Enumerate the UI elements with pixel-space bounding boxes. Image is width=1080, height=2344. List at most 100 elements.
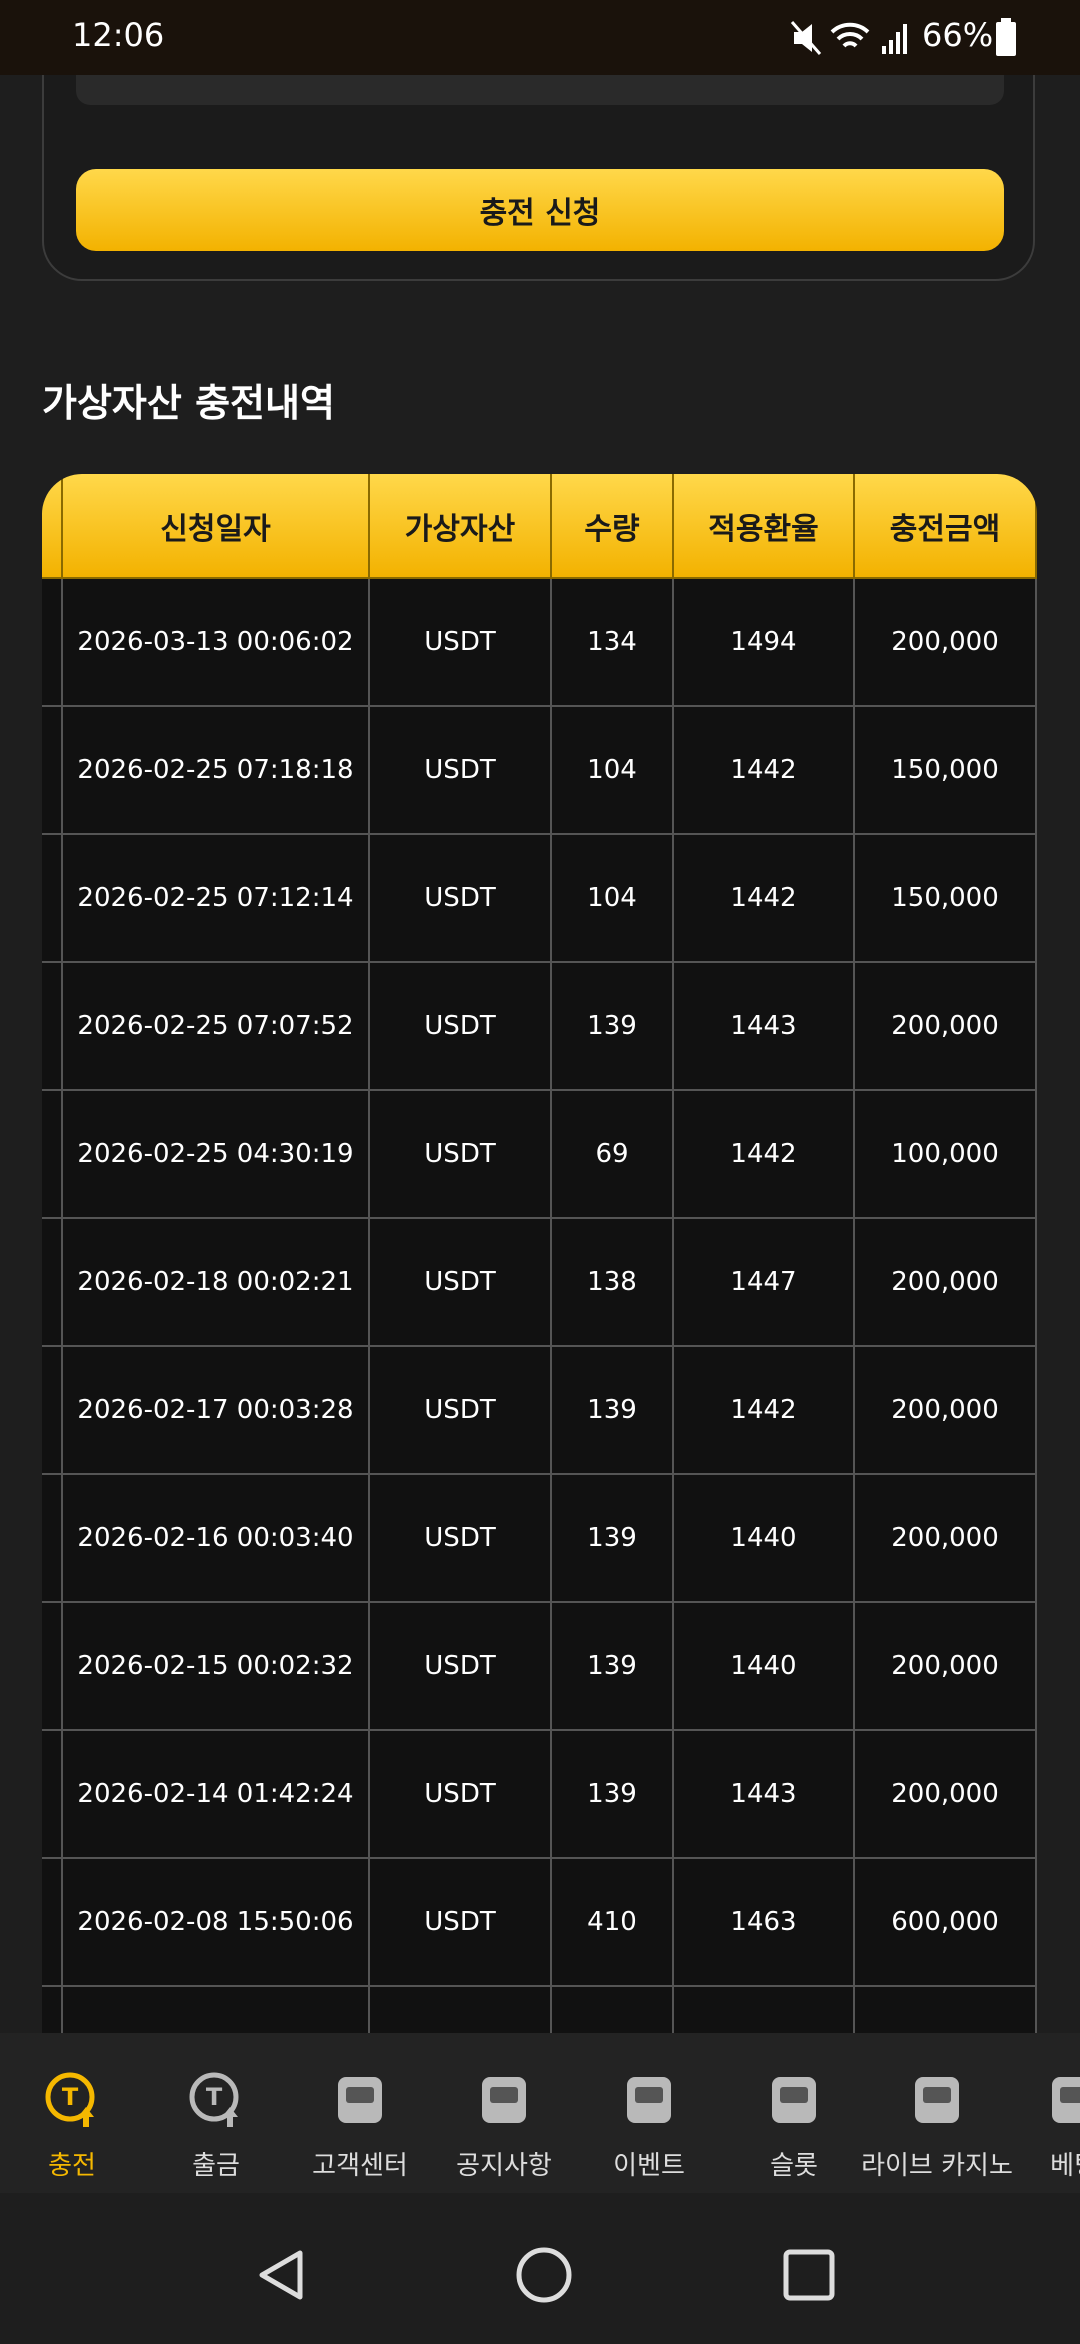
table-cell: 150,000 [855, 835, 1037, 963]
nav-item[interactable]: 이벤트 [574, 2033, 724, 2193]
table-cell: 1463 [674, 1859, 855, 1987]
table-cell: USDT [370, 1603, 552, 1731]
table-cell: 200,000 [855, 963, 1037, 1091]
table-cell: 200,000 [855, 1475, 1037, 1603]
table-row: 2026-02-25 07:18:18 USDT 104 1442 150,000 [42, 707, 1037, 835]
status-icons [790, 21, 907, 55]
nav-icon: T [45, 2072, 95, 2127]
table-cell: 1442 [674, 1091, 855, 1219]
nav-item[interactable]: 라이브 카지노 [861, 2033, 1013, 2193]
nav-label: 라이브 카지노 [861, 2151, 1013, 2181]
nav-label: 베팅 [1050, 2151, 1080, 2181]
nav-icon [1052, 2077, 1080, 2123]
table-cell: 2026-02-08 15:50:06 [63, 1859, 370, 1987]
row-marker [42, 707, 63, 835]
table-cell: 200,000 [855, 1347, 1037, 1475]
battery-icon [996, 18, 1016, 56]
table-cell: USDT [370, 1731, 552, 1859]
table-cell: USDT [370, 707, 552, 835]
table-row: 2026-03-13 00:06:02 USDT 134 1494 200,000 [42, 579, 1037, 707]
back-button[interactable] [259, 2250, 303, 2300]
row-marker [42, 835, 63, 963]
nav-label: 고객센터 [312, 2151, 408, 2181]
submit-button[interactable]: 충전 신청 [76, 169, 1004, 251]
nav-label: 출금 [192, 2151, 240, 2181]
table-cell: 2026-03-13 00:06:02 [63, 579, 370, 707]
row-marker [42, 1347, 63, 1475]
table-cell: 200,000 [855, 1603, 1037, 1731]
nav-icon [627, 2077, 671, 2123]
nav-label: 공지사항 [456, 2151, 552, 2181]
svg-text:T: T [206, 2083, 223, 2111]
table-cell: 200,000 [855, 1219, 1037, 1347]
home-button[interactable] [516, 2247, 572, 2303]
table-cell: USDT [370, 1347, 552, 1475]
row-marker [42, 474, 63, 579]
nav-icon [338, 2077, 382, 2123]
nav-item[interactable]: 슬롯 [719, 2033, 869, 2193]
table-cell: 1443 [674, 1731, 855, 1859]
table-cell [855, 1987, 1037, 2033]
table-cell: 1442 [674, 835, 855, 963]
section-heading: 가상자산 충전내역 [42, 381, 335, 425]
nav-icon [772, 2077, 816, 2123]
row-marker [42, 1475, 63, 1603]
table-cell: 1440 [674, 1603, 855, 1731]
table-cell: 100,000 [855, 1091, 1037, 1219]
table-cell: 1442 [674, 1347, 855, 1475]
table-cell: 2026-02-25 07:12:14 [63, 835, 370, 963]
table-cell: USDT [370, 579, 552, 707]
header-cell: 신청일자 [63, 474, 370, 579]
table-cell: 104 [552, 707, 674, 835]
system-nav [0, 2193, 1080, 2340]
table-cell: 2026-02-15 00:02:32 [63, 1603, 370, 1731]
header-cell: 충전금액 [855, 474, 1037, 579]
table-cell: USDT [370, 1475, 552, 1603]
nav-item[interactable]: T 충전 [0, 2033, 147, 2193]
table-cell: 150,000 [855, 707, 1037, 835]
status-bar: 12:06 66% [0, 0, 1080, 75]
table-cell: 139 [552, 1731, 674, 1859]
table-cell: 2026-02-25 07:18:18 [63, 707, 370, 835]
table-row: 2026-02-25 07:07:52 USDT 139 1443 200,000 [42, 963, 1037, 1091]
nav-item[interactable]: 공지사항 [429, 2033, 579, 2193]
history-table: 신청일자 가상자산 수량 적용환율 충전금액 2026-03-13 00:06:02 USD… [42, 474, 1037, 2033]
table-row: 2026-02-18 00:02:21 USDT 138 1447 200,000 [42, 1219, 1037, 1347]
nav-item[interactable]: T 출금 [141, 2033, 291, 2193]
table-row: 2026-02-15 00:02:32 USDT 139 1440 200,000 [42, 1603, 1037, 1731]
nav-icon [482, 2077, 526, 2123]
table-cell: 139 [552, 1603, 674, 1731]
table-row: 2026-02-17 00:03:28 USDT 139 1442 200,000 [42, 1347, 1037, 1475]
table-cell: USDT [370, 835, 552, 963]
row-marker [42, 579, 63, 707]
table-cell: 200,000 [855, 1731, 1037, 1859]
table-cell: 1443 [674, 963, 855, 1091]
table-row-partial [42, 1987, 1037, 2033]
header-cell: 수량 [552, 474, 674, 579]
row-marker [42, 1219, 63, 1347]
table-cell: 69 [552, 1091, 674, 1219]
nav-item[interactable]: 베팅 [999, 2033, 1080, 2193]
table-cell: 134 [552, 579, 674, 707]
table-cell: 2026-02-16 00:03:40 [63, 1475, 370, 1603]
nav-item[interactable]: 고객센터 [285, 2033, 435, 2193]
table-cell: USDT [370, 963, 552, 1091]
table-cell [552, 1987, 674, 2033]
table-cell: 410 [552, 1859, 674, 1987]
row-marker [42, 1091, 63, 1219]
table-cell [674, 1987, 855, 2033]
system-nav-icons [259, 2247, 835, 2303]
row-marker [42, 1603, 63, 1731]
table-cell: 1442 [674, 707, 855, 835]
table-cell: 2026-02-25 07:07:52 [63, 963, 370, 1091]
table-cell: 2026-02-14 01:42:24 [63, 1731, 370, 1859]
recents-button[interactable] [783, 2249, 835, 2301]
table-cell: 1447 [674, 1219, 855, 1347]
nav-label: 슬롯 [770, 2151, 818, 2181]
table-cell: 139 [552, 963, 674, 1091]
row-marker [42, 1731, 63, 1859]
nav-icon: T [189, 2072, 239, 2127]
svg-text:T: T [62, 2083, 79, 2111]
table-cell: 104 [552, 835, 674, 963]
